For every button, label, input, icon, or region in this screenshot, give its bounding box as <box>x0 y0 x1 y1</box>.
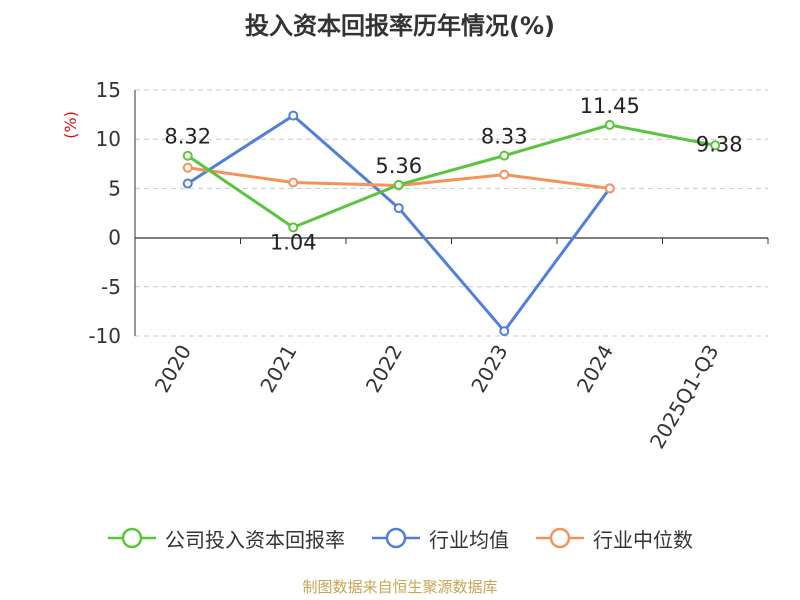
series-line <box>186 123 716 229</box>
legend-marker <box>549 527 571 549</box>
y-tick-label: -5 <box>101 275 121 299</box>
legend-marker <box>385 527 407 549</box>
y-tick-label: 5 <box>108 176 121 200</box>
data-point <box>182 162 193 173</box>
data-labels: 8.32 1.04 5.36 8.33 11.45 9.38 <box>164 94 742 254</box>
data-point <box>710 140 721 151</box>
series-lines <box>182 110 721 337</box>
legend-item[interactable]: 行业中位数 <box>535 524 693 553</box>
legend-swatch <box>536 527 584 549</box>
data-point <box>604 183 615 194</box>
legend-item[interactable]: 公司投入资本回报率 <box>107 524 345 553</box>
legend-label: 公司投入资本回报率 <box>165 527 345 552</box>
data-point <box>182 178 193 189</box>
legend-swatch <box>108 527 156 549</box>
x-tick-label: 2025Q1-Q3 <box>645 341 724 453</box>
data-point <box>393 179 404 190</box>
data-label: 11.45 <box>580 94 640 118</box>
data-point <box>499 169 510 180</box>
x-tick-label: 2022 <box>361 341 407 397</box>
legend-marker <box>121 527 143 549</box>
data-point <box>604 119 615 130</box>
legend-label: 行业均值 <box>429 527 509 552</box>
legend-swatch <box>372 527 420 549</box>
grid-lines <box>135 89 768 337</box>
y-tick-label: 15 <box>96 78 121 102</box>
data-point <box>288 222 299 233</box>
data-label: 8.33 <box>481 125 528 149</box>
data-point <box>499 150 510 161</box>
data-point <box>288 110 299 121</box>
legend: 公司投入资本回报率 行业均值 行业中位数 <box>0 518 800 558</box>
data-point <box>288 177 299 188</box>
x-tick-label: 2020 <box>150 341 196 397</box>
y-axis-label: (%) <box>61 111 80 139</box>
y-tick-label: -10 <box>88 324 121 348</box>
data-point <box>499 326 510 337</box>
data-label: 1.04 <box>270 230 317 254</box>
series-line <box>186 114 611 333</box>
data-label: 5.36 <box>375 154 422 178</box>
data-label: 9.38 <box>696 132 743 156</box>
legend-label: 行业中位数 <box>593 527 693 552</box>
y-tick-label: 0 <box>108 226 121 250</box>
legend-item[interactable]: 行业均值 <box>371 524 509 553</box>
x-tick-label: 2024 <box>572 341 618 397</box>
y-tick-label: 10 <box>96 127 121 151</box>
data-label: 8.32 <box>164 125 211 149</box>
x-tick-label: 2023 <box>466 341 512 397</box>
source-note: 制图数据来自恒生聚源数据库 <box>302 578 498 596</box>
data-point <box>393 203 404 214</box>
data-point <box>182 150 193 161</box>
chart-title: 投入资本回报率历年情况(%) <box>245 12 555 40</box>
x-tick-label: 2021 <box>255 341 301 397</box>
